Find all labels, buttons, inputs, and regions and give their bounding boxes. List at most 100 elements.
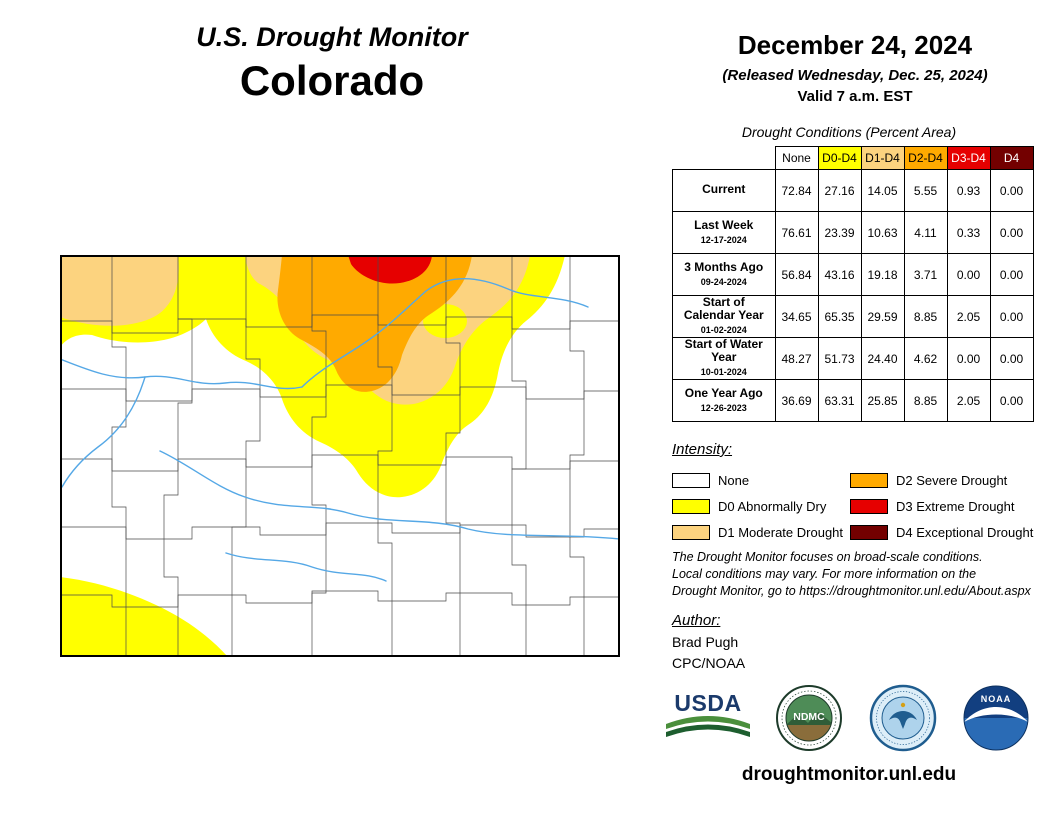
noaa-logo: NOAA (963, 685, 1029, 751)
value-cell: 0.00 (989, 169, 1034, 212)
ndmc-logo: NDMC (776, 685, 843, 751)
value-cell: 25.85 (860, 379, 905, 422)
value-cell: 29.59 (860, 295, 905, 338)
row-date: 09-24-2024 (700, 276, 747, 287)
colorado-drought-map (60, 255, 620, 657)
legend-label: D3 Extreme Drought (896, 498, 1015, 514)
row-label: 3 Months Ago (684, 259, 764, 274)
value-cell: 34.65 (774, 295, 819, 338)
region-title: Colorado (239, 57, 425, 104)
legend-swatch-d0 (672, 498, 710, 514)
commerce-seal-logo (869, 684, 936, 752)
value-cell: 0.00 (989, 211, 1034, 254)
row-date: 12-26-2023 (700, 402, 747, 413)
col-header-d0: D0-D4 (817, 146, 862, 170)
ndmc-wordmark: NDMC (794, 711, 826, 723)
author-title: Author: (672, 612, 721, 629)
value-cell: 14.05 (860, 169, 905, 212)
report-title: U.S. Drought Monitor (196, 22, 468, 52)
report-date: December 24, 2024 (737, 30, 973, 60)
usda-wordmark: USDA (674, 689, 742, 716)
value-cell: 43.16 (817, 253, 862, 296)
disclaimer-line: Drought Monitor, go to https://droughtmo… (672, 584, 1031, 598)
agency-logos: USDA NDMC (666, 684, 1030, 752)
value-cell: 0.00 (989, 379, 1034, 422)
value-cell: 19.18 (860, 253, 905, 296)
disclaimer-line: The Drought Monitor focuses on broad-sca… (672, 550, 983, 564)
table-row: One Year Ago 12-26-2023 36.69 63.31 25.85… (672, 379, 1034, 422)
d1-region-northwest (61, 256, 179, 326)
usda-logo: USDA (666, 689, 750, 745)
disclaimer-line: Local conditions may vary. For more info… (672, 567, 977, 581)
county-boundaries (61, 256, 619, 656)
legend-item-none: None (672, 472, 850, 488)
value-cell: 0.00 (989, 337, 1034, 380)
legend-swatch-d4 (850, 524, 888, 540)
legend-item-d0: D0 Abnormally Dry (672, 498, 850, 514)
eagle-icon (888, 711, 917, 729)
row-label: Current (702, 182, 746, 196)
table-row: Start of Water Year 10-01-2024 48.27 51.7… (672, 337, 1034, 380)
table-row: Last Week 12-17-2024 76.61 23.39 10.63 4.… (672, 211, 1034, 254)
value-cell: 0.93 (946, 169, 991, 212)
site-url: droughtmonitor.unl.edu (741, 764, 957, 785)
date-block: December 24, 2024 (Released Wednesday, D… (662, 30, 1048, 105)
value-cell: 3.71 (903, 253, 948, 296)
legend-title: Intensity: (672, 441, 733, 458)
row-label: Start of Water Year (684, 337, 763, 364)
legend-label: D0 Abnormally Dry (718, 498, 827, 514)
table-header-row: None D0-D4 D1-D4 D2-D4 D3-D4 D4 (673, 146, 1034, 170)
corner-cell (673, 147, 776, 170)
legend-item-d3: D3 Extreme Drought (850, 498, 1033, 514)
ndmc-globe-icon (786, 695, 833, 741)
legend-label: None (718, 472, 750, 488)
value-cell: 8.85 (903, 379, 948, 422)
col-header-d3: D3-D4 (946, 146, 991, 170)
col-header-none: None (774, 146, 819, 170)
release-date: (Released Wednesday, Dec. 25, 2024) (722, 67, 988, 84)
value-cell: 27.16 (817, 169, 862, 212)
legend-swatch-d3 (850, 498, 888, 514)
value-cell: 5.55 (903, 169, 948, 212)
legend-item-d4: D4 Exceptional Drought (850, 524, 1033, 540)
value-cell: 51.73 (817, 337, 862, 380)
author-org: CPC/NOAA (672, 655, 746, 671)
value-cell: 0.00 (989, 295, 1034, 338)
value-cell: 8.85 (903, 295, 948, 338)
value-cell: 48.27 (774, 337, 819, 380)
value-cell: 23.39 (817, 211, 862, 254)
row-label: One Year Ago (684, 385, 763, 400)
row-date: 01-02-2024 (700, 325, 747, 335)
d3-region (348, 256, 432, 284)
row-label: Start of Calendar Year (683, 295, 764, 322)
value-cell: 10.63 (860, 211, 905, 254)
value-cell: 2.05 (946, 295, 991, 338)
legend-item-d1: D1 Moderate Drought (672, 524, 850, 540)
report-header: U.S. Drought Monitor Colorado (72, 22, 592, 105)
value-cell: 0.33 (946, 211, 991, 254)
d2-region (277, 256, 472, 392)
row-date: 10-01-2024 (700, 367, 747, 377)
legend-swatch-d2 (850, 472, 888, 488)
col-header-d4: D4 (989, 146, 1034, 170)
col-header-d2: D2-D4 (903, 146, 948, 170)
seagull-icon (963, 707, 1028, 722)
value-cell: 0.00 (989, 253, 1034, 296)
legend-item-d2: D2 Severe Drought (850, 472, 1033, 488)
value-cell: 63.31 (817, 379, 862, 422)
value-cell: 0.00 (946, 253, 991, 296)
value-cell: 76.61 (774, 211, 819, 254)
river (225, 552, 387, 582)
row-label: Last Week (694, 217, 754, 232)
table-row: Start of Calendar Year 01-02-2024 34.65 6… (672, 295, 1034, 338)
noaa-wordmark: NOAA (981, 694, 1012, 704)
table-row: 3 Months Ago 09-24-2024 56.84 43.16 19.18… (672, 253, 1034, 296)
row-date: 12-17-2024 (700, 234, 747, 245)
author-block: Author: Brad Pugh CPC/NOAA (672, 612, 745, 671)
col-header-d1: D1-D4 (860, 146, 905, 170)
d0-region-southwest (61, 577, 228, 656)
valid-time: Valid 7 a.m. EST (797, 88, 913, 105)
value-cell: 36.69 (774, 379, 819, 422)
river (159, 450, 619, 540)
